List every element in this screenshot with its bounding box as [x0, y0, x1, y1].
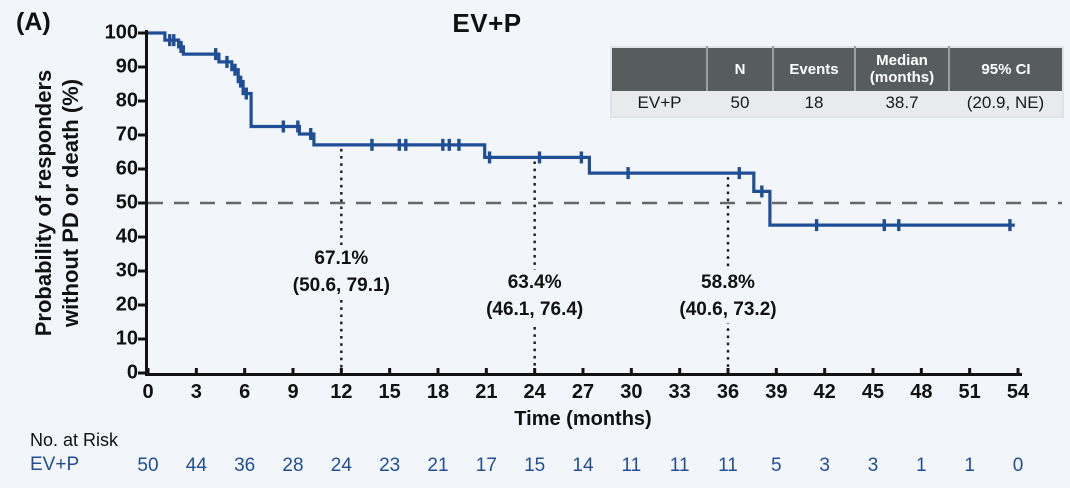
y-tick-label-0: 0: [126, 361, 138, 384]
summary-cell-events: 18: [773, 90, 855, 117]
y-axis-title-line2: without PD or death (%): [58, 78, 83, 328]
risk-count-54mo: 0: [1012, 455, 1024, 476]
risk-series-label: EV+P: [30, 454, 80, 475]
x-tick-label-18: 18: [426, 381, 450, 403]
y-tick-label-50: 50: [115, 191, 138, 214]
x-tick-label-42: 42: [813, 381, 836, 403]
x-tick-label-9: 9: [287, 381, 299, 403]
risk-count-48mo: 1: [916, 455, 927, 476]
risk-table-title: No. at Risk: [30, 430, 119, 450]
y-tick-label-70: 70: [115, 123, 138, 146]
y-tick-label-100: 100: [104, 21, 138, 44]
summary-cell-n: 50: [707, 90, 773, 117]
chart-title: EV+P: [452, 8, 522, 38]
x-tick-label-24: 24: [523, 381, 546, 403]
x-tick-label-6: 6: [239, 381, 251, 403]
landmark-rate: 58.8%: [701, 272, 755, 293]
landmark-ci: (50.6, 79.1): [292, 274, 390, 296]
summary-header-blank: [611, 47, 707, 91]
x-tick-label-51: 51: [958, 381, 981, 403]
y-tick-label-20: 20: [115, 293, 138, 316]
summary-table: N Events Median (months) 95% CI EV+P 50 …: [610, 46, 1064, 118]
summary-cell-median: 38.7: [855, 90, 949, 117]
risk-count-51mo: 1: [964, 455, 975, 476]
landmark-ci: (40.6, 73.2): [679, 298, 777, 320]
risk-count-12mo: 24: [330, 455, 352, 476]
risk-count-18mo: 21: [427, 455, 449, 476]
risk-count-3mo: 44: [185, 455, 207, 476]
y-tick-label-10: 10: [115, 327, 138, 350]
x-tick-label-0: 0: [142, 381, 154, 403]
landmark-annotation-24mo: 63.4% (46.1, 76.4): [481, 270, 589, 324]
x-tick-label-21: 21: [475, 381, 498, 403]
x-tick-label-48: 48: [910, 381, 933, 403]
y-tick-label-90: 90: [115, 55, 138, 78]
y-tick-label-40: 40: [115, 225, 138, 248]
y-tick-label-60: 60: [115, 157, 138, 180]
summary-header-ci: 95% CI: [948, 47, 1063, 91]
risk-count-39mo: 5: [771, 455, 782, 476]
landmark-annotation-12mo: 67.1% (50.6, 79.1): [287, 246, 395, 300]
y-axis-title: Probability of responders without PD or …: [31, 70, 85, 337]
y-axis-title-line1: Probability of responders: [31, 69, 57, 337]
landmark-ci: (46.1, 76.4): [486, 298, 584, 320]
risk-count-6mo: 36: [234, 455, 256, 476]
y-tick-label-30: 30: [115, 259, 138, 282]
x-tick-label-45: 45: [861, 381, 885, 403]
summary-table-data-row: EV+P 50 18 38.7 (20.9, NE): [611, 90, 1063, 117]
x-tick-label-39: 39: [765, 381, 788, 403]
risk-count-30mo: 11: [621, 455, 642, 476]
risk-count-0mo: 50: [137, 455, 159, 476]
x-axis-title: Time (months): [514, 408, 652, 430]
risk-count-45mo: 3: [867, 455, 879, 476]
risk-count-15mo: 23: [379, 455, 401, 476]
risk-count-21mo: 17: [475, 455, 497, 476]
landmark-annotation-36mo: 58.8% (40.6, 73.2): [674, 270, 782, 324]
risk-count-9mo: 28: [282, 455, 304, 476]
x-tick-label-27: 27: [571, 381, 595, 403]
summary-cell-ci: (20.9, NE): [949, 90, 1063, 117]
landmark-rate: 67.1%: [314, 248, 369, 269]
x-tick-label-3: 3: [190, 381, 202, 403]
summary-header-events: Events: [772, 47, 855, 91]
x-tick-label-54: 54: [1006, 381, 1030, 403]
landmark-rate: 63.4%: [507, 272, 562, 293]
summary-header-median: Median (months): [854, 47, 949, 91]
x-tick-label-15: 15: [378, 381, 401, 403]
risk-count-27mo: 14: [572, 455, 594, 476]
x-tick-label-30: 30: [620, 381, 643, 403]
risk-count-36mo: 11: [718, 455, 738, 476]
risk-count-24mo: 15: [524, 455, 546, 476]
x-tick-label-12: 12: [330, 381, 353, 403]
summary-cell-arm: EV+P: [611, 90, 707, 117]
risk-count-42mo: 3: [819, 455, 830, 476]
y-tick-label-80: 80: [115, 89, 138, 112]
summary-table-header-row: N Events Median (months) 95% CI: [611, 47, 1063, 91]
panel-label: (A): [16, 8, 51, 36]
x-tick-label-36: 36: [716, 381, 740, 403]
x-tick-label-33: 33: [668, 381, 691, 403]
summary-header-n: N: [706, 47, 773, 91]
risk-count-33mo: 11: [669, 455, 690, 476]
